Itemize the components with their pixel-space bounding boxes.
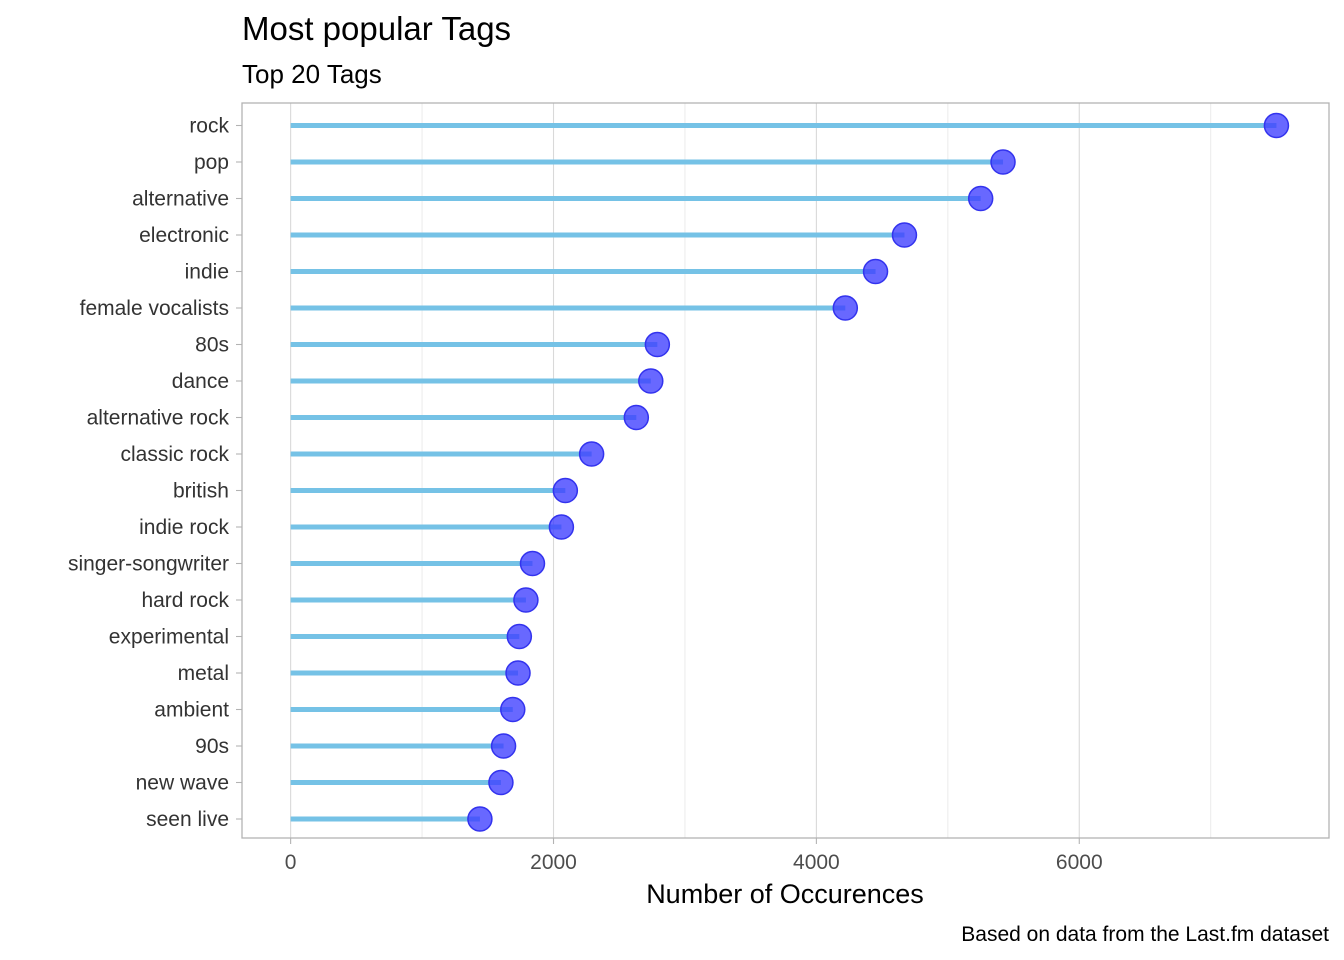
lollipop-point — [548, 514, 575, 540]
lollipop-point — [967, 185, 994, 212]
y-tick-label: female vocalists — [80, 297, 229, 320]
panel-border — [241, 102, 1330, 839]
dot-layer — [467, 112, 1290, 832]
y-tick-label: metal — [178, 662, 229, 685]
y-axis-ticks: rock pop alternative electronic indie female … — [68, 115, 242, 831]
lollipop-point — [623, 404, 650, 431]
x-axis-label: Number of Occurences — [646, 879, 924, 909]
x-tick-label: 0 — [285, 851, 297, 874]
x-axis-ticks: 0 2000 4000 6000 — [285, 838, 1103, 874]
x-tick-label: 2000 — [530, 851, 577, 874]
lollipop-point — [505, 660, 531, 686]
lollipop-point — [500, 696, 526, 723]
lollipop-point — [644, 331, 671, 358]
y-tick-label: ambient — [154, 699, 229, 722]
y-tick-label: seen live — [146, 808, 229, 831]
lollipop-point — [638, 368, 664, 394]
y-tick-label: new wave — [136, 772, 229, 795]
lollipop-point — [513, 587, 539, 613]
y-tick-label: alternative rock — [87, 407, 230, 430]
lollipop-point — [506, 623, 533, 650]
y-tick-label: dance — [172, 370, 229, 393]
y-tick-label: classic rock — [120, 443, 229, 466]
y-tick-label: rock — [189, 115, 229, 138]
y-tick-label: alternative — [132, 188, 229, 211]
lollipop-point — [832, 295, 859, 321]
y-tick-label: indie rock — [139, 516, 229, 539]
grid-layer — [290, 103, 1212, 838]
x-tick-label: 4000 — [793, 851, 840, 874]
lollipop-point — [862, 258, 889, 285]
lollipop-point — [891, 222, 918, 248]
y-tick-label: singer-songwriter — [68, 553, 229, 576]
lollipop-point — [467, 806, 493, 832]
chart-subtitle: Top 20 Tags — [242, 59, 382, 89]
lollipop-point — [990, 149, 1016, 175]
lollipop-point — [519, 550, 546, 577]
y-tick-label: 90s — [195, 735, 229, 758]
y-tick-label: indie — [185, 261, 229, 284]
y-tick-label: hard rock — [141, 589, 229, 612]
chart-title: Most popular Tags — [242, 10, 511, 47]
lollipop-point — [488, 769, 514, 796]
y-tick-label: pop — [194, 151, 229, 174]
chart-caption: Based on data from the Last.fm dataset — [961, 923, 1329, 946]
stem-layer — [290, 123, 1277, 822]
lollipop-point — [578, 441, 605, 467]
lollipop-point — [552, 477, 579, 504]
x-tick-label: 6000 — [1056, 851, 1103, 874]
y-tick-label: experimental — [109, 626, 229, 649]
lollipop-point — [1263, 112, 1290, 139]
lollipop-point — [490, 733, 517, 759]
y-tick-label: 80s — [195, 334, 229, 357]
y-tick-label: electronic — [139, 224, 229, 247]
y-tick-label: british — [173, 480, 229, 503]
